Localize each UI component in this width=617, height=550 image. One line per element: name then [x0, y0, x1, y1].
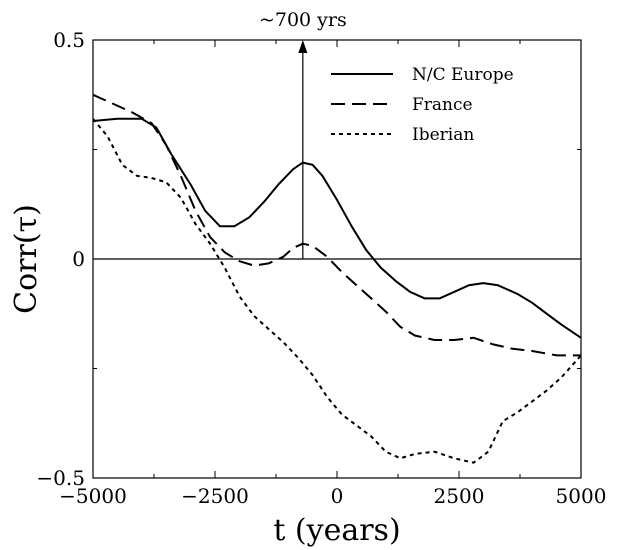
series	[92, 93, 582, 464]
legend: N/C Europe France Iberian	[331, 65, 514, 145]
ticks: −5000 −2500 0 2500 5000 −0.5 0 0.5	[36, 28, 606, 508]
annotation-label: ~700 yrs	[259, 9, 347, 31]
y-tick-label: 0.5	[53, 28, 85, 52]
x-tick-label: −5000	[59, 484, 127, 508]
x-tick-label: 5000	[556, 484, 607, 508]
legend-label-3: Iberian	[412, 125, 474, 145]
y-tick-label: −0.5	[36, 466, 85, 490]
series-line-1	[92, 117, 582, 339]
y-axis-title: Corr(τ)	[9, 204, 44, 314]
x-tick-label: 0	[331, 484, 344, 508]
x-tick-label: 2500	[434, 484, 485, 508]
x-axis-title: t (years)	[273, 513, 400, 548]
y-tick-label: 0	[72, 247, 85, 271]
series-line-2	[92, 93, 581, 357]
annotation: ~700 yrs	[259, 9, 347, 259]
legend-label-2: France	[412, 95, 473, 115]
annotation-arrowhead	[298, 40, 308, 53]
x-tick-label: −2500	[181, 484, 249, 508]
legend-label-1: N/C Europe	[412, 65, 514, 85]
series-line-3	[92, 118, 582, 464]
